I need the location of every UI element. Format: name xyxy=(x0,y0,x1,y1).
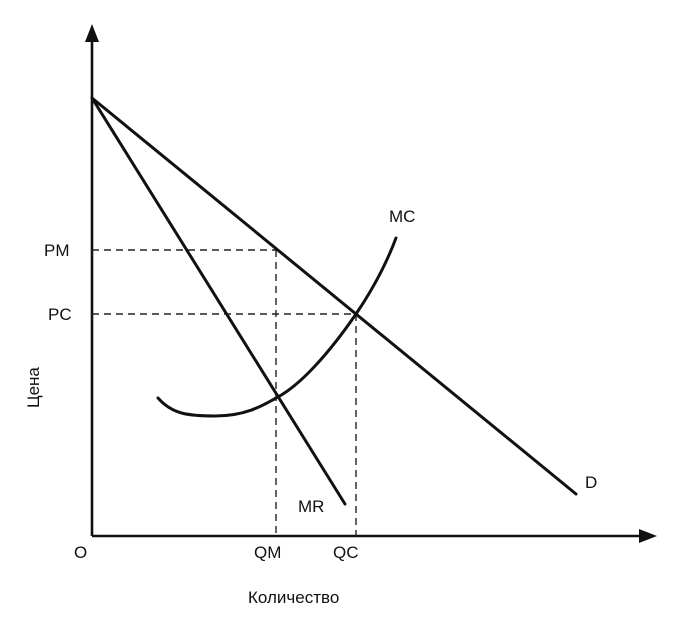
d-label: D xyxy=(585,473,597,492)
marginal-revenue-curve xyxy=(90,96,347,506)
mc-label: MC xyxy=(389,207,415,226)
origin-label: O xyxy=(74,543,87,562)
marginal-cost-curve xyxy=(156,236,398,418)
axes xyxy=(85,24,657,543)
guide-lines xyxy=(92,249,357,536)
curves xyxy=(90,96,578,506)
mr-label: MR xyxy=(298,497,324,516)
labels: O PM PC QM QC MC MR D Количество Цена xyxy=(24,207,597,607)
pc-label: PC xyxy=(48,305,72,324)
pm-label: PM xyxy=(44,241,70,260)
y-axis-arrow-icon xyxy=(85,24,99,42)
qm-label: QM xyxy=(254,543,281,562)
x-axis-arrow-icon xyxy=(639,529,657,543)
x-axis-title: Количество xyxy=(248,588,339,607)
demand-curve xyxy=(90,96,578,496)
qc-label: QC xyxy=(333,543,359,562)
y-axis-title: Цена xyxy=(24,367,43,408)
